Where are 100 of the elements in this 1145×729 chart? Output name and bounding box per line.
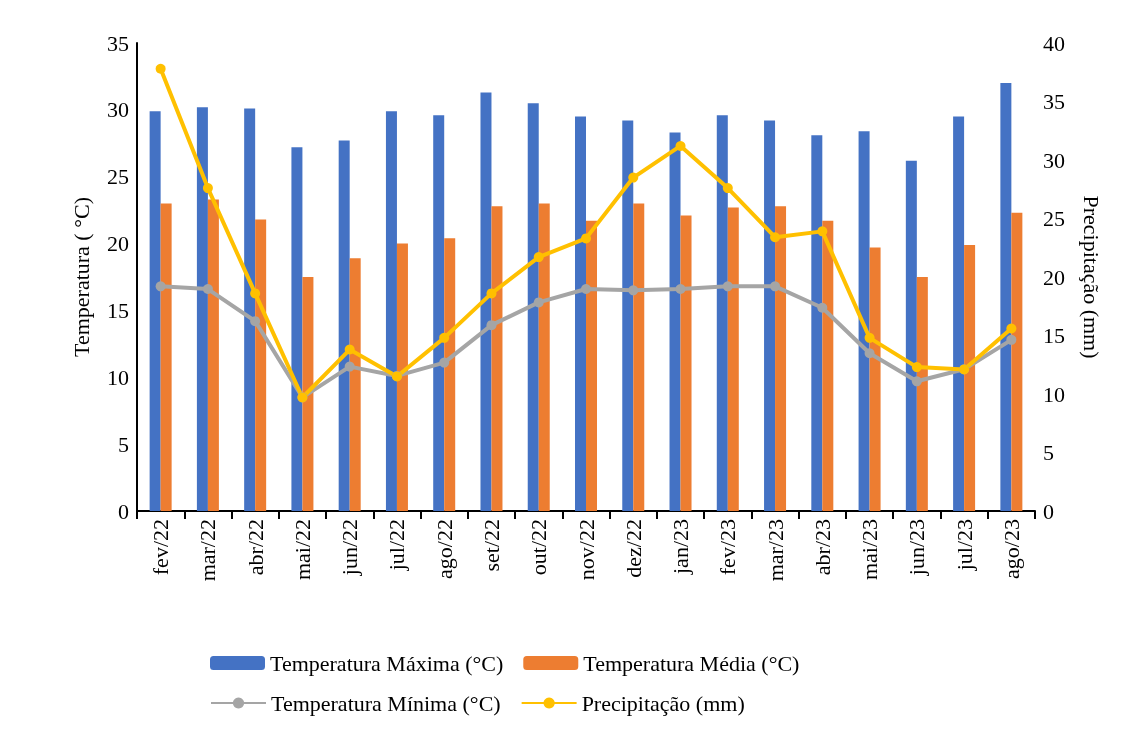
point [770,281,781,292]
point [911,376,922,387]
point [581,233,591,244]
point [202,183,213,194]
bar [527,103,539,511]
x-tick-label: jul/22 [384,519,410,572]
x-tick-label: mar/22 [195,519,221,582]
x-tick-label: dez/22 [620,519,646,578]
y2-tick-label: 10 [1043,381,1065,407]
bar [196,107,208,511]
bar [149,111,161,511]
bar [207,199,219,511]
point [675,284,686,295]
x-tick-label: mai/22 [289,519,315,581]
point [628,172,639,183]
bar [396,243,408,511]
point [864,332,875,343]
x-tick-label: abr/22 [242,519,268,576]
bar [575,116,586,511]
x-tick-label: jun/22 [337,519,363,577]
y-tick-label: 0 [118,498,129,524]
point [202,284,213,295]
point [675,140,686,151]
x-tick-label: set/22 [478,519,504,572]
bar [680,215,692,511]
point [533,297,544,308]
x-tick-label: jun/23 [904,519,930,577]
legend-label: Temperatura Mínima (°C) [271,690,501,716]
bar [716,115,728,511]
x-tick-label: mar/23 [762,519,788,582]
point [439,357,450,368]
bar [953,116,965,511]
y-axis-title: Temperatura ( °C) [68,197,94,357]
bar [491,206,503,511]
bar [811,135,823,511]
bar [822,220,834,511]
bar [480,92,492,511]
y-tick-label: 30 [107,97,129,123]
bar [764,120,776,511]
y-tick-label: 5 [118,431,129,457]
point [486,320,497,331]
bar [1011,212,1023,511]
point [155,63,166,74]
point [155,281,166,292]
point [344,344,355,355]
point [250,288,261,299]
point [439,332,450,343]
bar [964,244,976,511]
y2-tick-label: 5 [1043,440,1054,465]
bar [1000,83,1012,511]
bar [338,140,350,511]
x-tick-label: ago/23 [998,519,1024,579]
point [486,288,497,299]
y-tick-label: 35 [107,30,129,56]
bar [291,147,303,511]
x-tick-label: fev/22 [148,519,174,576]
bar [160,203,172,511]
bar [538,203,550,511]
point [344,361,355,372]
bar [385,111,397,511]
bar [302,277,314,511]
y-tick-label: 25 [107,164,129,190]
point [1006,334,1017,345]
point [722,281,733,292]
x-tick-label: abr/23 [809,519,835,576]
y2-axis-title: Precipitação (mm) [1078,195,1104,359]
point [250,316,261,327]
y2-tick-label: 35 [1043,89,1065,114]
bar [633,203,645,511]
point [1006,323,1017,334]
y-tick-label: 20 [107,231,129,257]
y2-tick-label: 0 [1043,498,1054,524]
point [533,252,544,263]
bar [916,277,928,511]
bar [622,120,634,511]
bar [775,206,787,511]
point [581,284,591,295]
x-tick-label: ago/22 [431,519,457,579]
point [817,226,828,237]
bar [869,247,881,511]
x-tick-label: fev/23 [715,519,741,576]
bar [905,160,917,511]
x-tick-label: out/22 [526,519,552,576]
bar [669,132,681,511]
bar [244,108,256,511]
legend-label: Precipitação (mm) [581,690,745,716]
bar [255,219,267,511]
point [911,362,922,373]
bar [858,131,870,511]
point [628,285,639,296]
bar [586,220,597,511]
y-tick-label: 15 [107,297,129,323]
y2-tick-label: 25 [1043,206,1065,231]
point [817,302,828,313]
point [770,232,781,243]
x-tick-label: jul/23 [951,519,977,572]
y2-tick-label: 15 [1043,323,1065,348]
legend-label: Temperatura Máxima (°C) [270,650,504,676]
bar [444,238,456,511]
x-tick-label: mai/23 [857,519,883,581]
